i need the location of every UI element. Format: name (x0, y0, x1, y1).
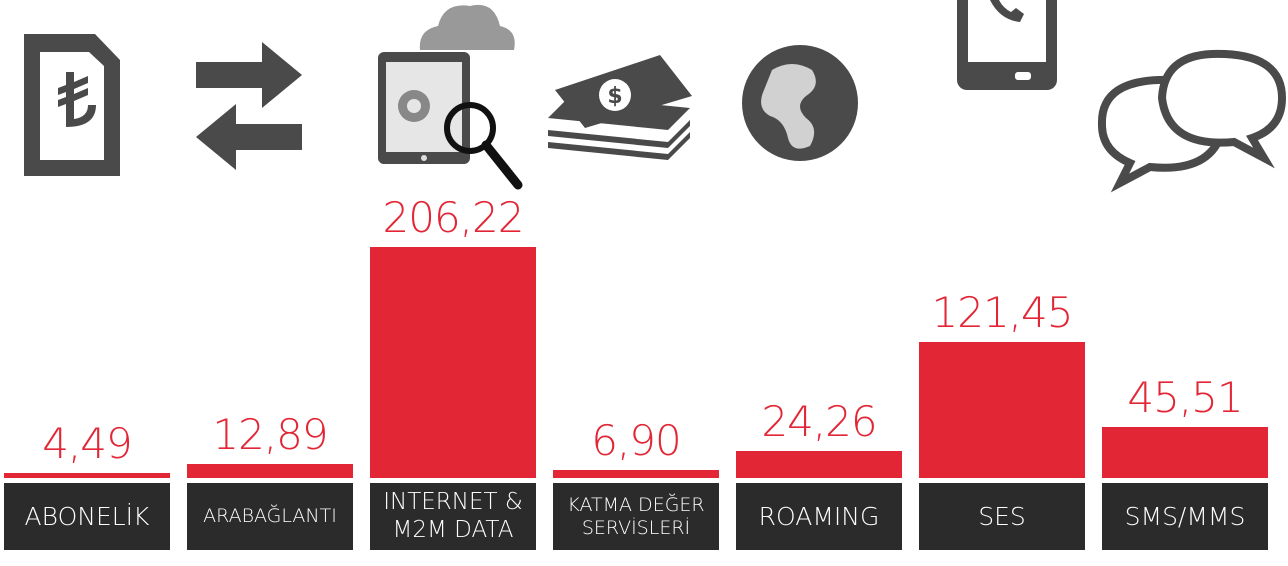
category-label: INTERNET & M2M DATA (370, 483, 536, 550)
category-label: KATMA DEĞER SERVİSLERİ (553, 483, 719, 550)
phone-icon (957, 0, 1057, 90)
value-label: 12,89 (212, 409, 328, 459)
value-label: 4,49 (42, 418, 133, 468)
bar (1102, 427, 1268, 478)
category-label: SMS/MMS (1102, 483, 1268, 550)
value-label: 206,22 (382, 193, 525, 243)
category-label: ARABAĞLANTI (187, 483, 353, 550)
tablet-icon (378, 4, 523, 190)
bar (553, 470, 719, 478)
bar (919, 342, 1085, 478)
bar (4, 472, 170, 478)
value-label: 6,90 (591, 416, 682, 466)
svg-text:$: $ (607, 84, 622, 109)
value-label: 45,51 (1127, 373, 1243, 423)
category-label: ABONELİK (4, 483, 170, 550)
value-label: 24,26 (761, 396, 877, 446)
money-icon: $ (548, 55, 692, 160)
chat-icon (1097, 49, 1287, 193)
icons: $ (24, 0, 1287, 193)
category-label: ROAMING (736, 483, 902, 550)
value-label: 121,45 (931, 288, 1074, 338)
globe-icon (742, 45, 858, 161)
exchange-icon (196, 42, 302, 170)
sim-icon (24, 34, 120, 176)
bar (187, 463, 353, 478)
bar (370, 247, 536, 478)
category-label: SES (919, 483, 1085, 550)
bar (736, 450, 902, 478)
